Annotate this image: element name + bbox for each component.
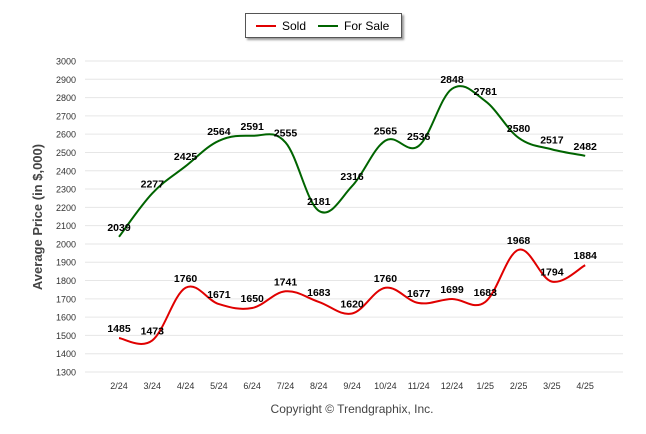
data-label: 1671 bbox=[207, 289, 231, 301]
data-label: 1741 bbox=[274, 276, 298, 288]
data-label: 2482 bbox=[574, 141, 598, 153]
y-tick-label: 1600 bbox=[56, 313, 76, 323]
x-tick-label: 1/25 bbox=[477, 381, 495, 391]
data-label: 1683 bbox=[474, 287, 498, 299]
y-tick-label: 1700 bbox=[56, 294, 76, 304]
data-label: 1968 bbox=[507, 235, 531, 247]
data-label: 2517 bbox=[540, 134, 564, 146]
data-label: 2277 bbox=[141, 178, 165, 190]
y-tick-label: 1500 bbox=[56, 331, 76, 341]
y-tick-label: 2400 bbox=[56, 166, 76, 176]
y-tick-label: 1800 bbox=[56, 276, 76, 286]
legend-label-sold: Sold bbox=[282, 19, 307, 33]
y-axis-ticks: 1300 1400 1500 1600 1700 1800 1900 2000 2100 2200… bbox=[56, 57, 76, 378]
data-label: 1794 bbox=[540, 267, 564, 279]
x-tick-label: 6/24 bbox=[243, 381, 261, 391]
x-tick-label: 4/25 bbox=[576, 381, 594, 391]
data-label: 1620 bbox=[340, 298, 364, 310]
x-tick-label: 5/24 bbox=[210, 381, 228, 391]
data-label: 2781 bbox=[474, 86, 498, 98]
x-tick-label: 11/24 bbox=[408, 381, 430, 391]
legend-swatch-for-sale bbox=[318, 25, 338, 27]
x-tick-label: 10/24 bbox=[374, 381, 397, 391]
x-tick-label: 3/25 bbox=[543, 381, 561, 391]
x-tick-label: 8/24 bbox=[310, 381, 328, 391]
data-labels: 1485 1473 1760 1671 1650 1741 1683 1620 1760 1677… bbox=[107, 74, 597, 338]
copyright-footer: Copyright © Trendgraphix, Inc. bbox=[271, 402, 434, 416]
data-label: 2591 bbox=[241, 121, 265, 133]
sold-series-line bbox=[118, 248, 586, 345]
x-tick-label: 3/24 bbox=[144, 381, 162, 391]
y-tick-label: 2800 bbox=[56, 93, 76, 103]
data-label: 2564 bbox=[207, 126, 231, 138]
y-tick-label: 2600 bbox=[56, 130, 76, 140]
x-tick-label: 4/24 bbox=[177, 381, 195, 391]
data-label: 1677 bbox=[407, 288, 431, 300]
data-label: 2536 bbox=[407, 131, 431, 143]
data-label: 2425 bbox=[174, 151, 198, 163]
y-tick-label: 2700 bbox=[56, 111, 76, 121]
data-label: 2039 bbox=[107, 222, 131, 234]
data-label: 1485 bbox=[107, 323, 131, 335]
legend-swatch-sold bbox=[256, 25, 276, 27]
for-sale-series-line bbox=[118, 85, 586, 238]
y-tick-label: 2200 bbox=[56, 203, 76, 213]
data-label: 2316 bbox=[340, 171, 364, 183]
grid-lines bbox=[85, 60, 623, 373]
data-label: 1473 bbox=[141, 325, 165, 337]
data-label: 1884 bbox=[574, 250, 598, 262]
y-tick-label: 2300 bbox=[56, 185, 76, 195]
x-tick-label: 12/24 bbox=[441, 381, 464, 391]
y-tick-label: 1300 bbox=[56, 368, 76, 378]
y-tick-label: 1900 bbox=[56, 258, 76, 268]
y-tick-label: 2100 bbox=[56, 221, 76, 231]
x-axis-ticks: 2/24 3/24 4/24 5/24 6/24 7/24 8/24 9/24 10/24 11/… bbox=[110, 381, 594, 391]
y-tick-label: 2000 bbox=[56, 239, 76, 249]
data-label: 2181 bbox=[307, 196, 331, 208]
data-label: 2565 bbox=[374, 126, 398, 138]
y-tick-label: 1400 bbox=[56, 349, 76, 359]
data-label: 1760 bbox=[174, 273, 198, 285]
y-tick-label: 3000 bbox=[56, 57, 76, 67]
x-tick-label: 9/24 bbox=[343, 381, 361, 391]
y-axis-label: Average Price (in $,000) bbox=[30, 144, 45, 290]
y-tick-label: 2900 bbox=[56, 75, 76, 85]
legend-label-for-sale: For Sale bbox=[344, 19, 390, 33]
data-label: 1760 bbox=[374, 273, 398, 285]
data-label: 1699 bbox=[440, 284, 464, 296]
x-tick-label: 7/24 bbox=[277, 381, 295, 391]
data-label: 2580 bbox=[507, 123, 531, 135]
y-tick-label: 2500 bbox=[56, 148, 76, 158]
x-tick-label: 2/24 bbox=[110, 381, 128, 391]
legend: Sold For Sale bbox=[245, 13, 402, 38]
data-label: 1683 bbox=[307, 287, 331, 299]
data-label: 2555 bbox=[274, 127, 298, 139]
series-lines bbox=[118, 85, 586, 345]
data-label: 1650 bbox=[241, 293, 265, 305]
x-tick-label: 2/25 bbox=[510, 381, 528, 391]
data-label: 2848 bbox=[440, 74, 464, 86]
